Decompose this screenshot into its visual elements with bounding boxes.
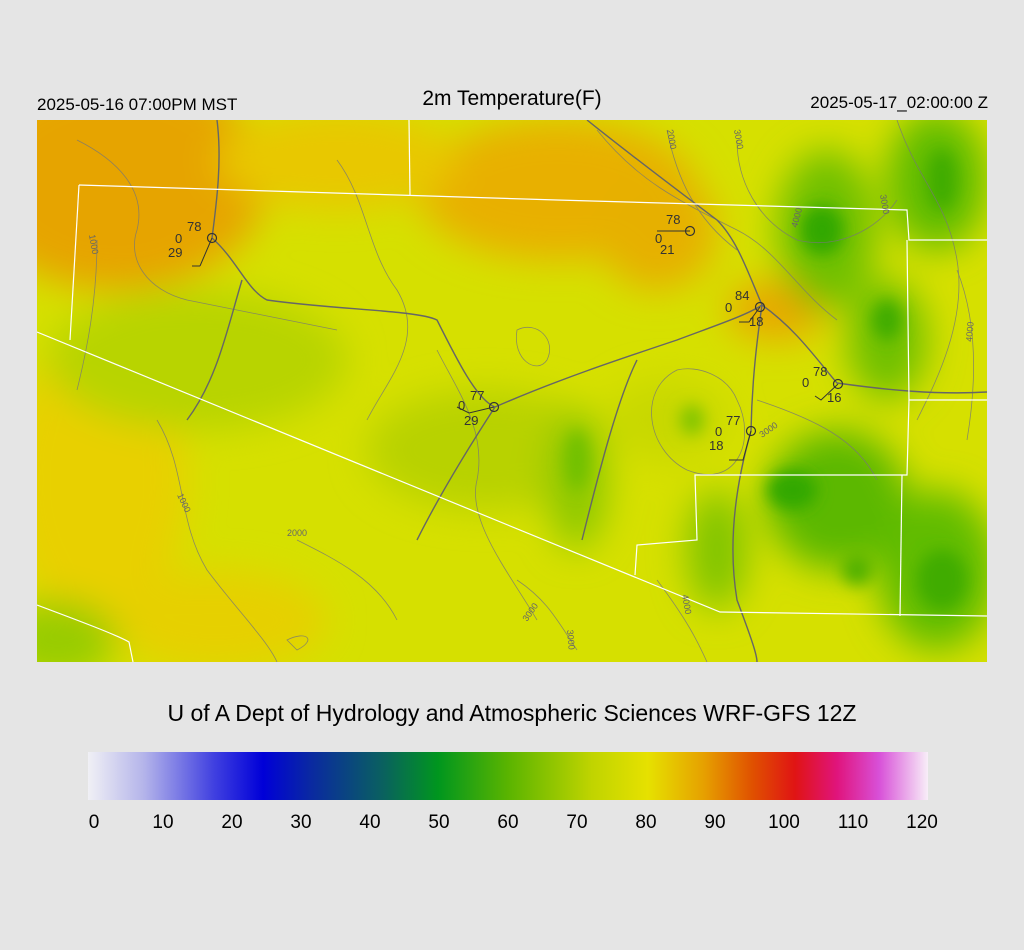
station-plot: 78 0 29 (168, 219, 218, 267)
station-temp: 78 (666, 212, 680, 227)
station-gust: 0 (175, 231, 182, 246)
elevation-contours (76, 120, 974, 662)
station-plot: 78 0 16 (802, 364, 844, 405)
temperature-colorbar (88, 752, 928, 800)
wind-barb (456, 406, 495, 414)
colorbar-tick-label: 80 (635, 812, 657, 833)
utc-time-label: 2025-05-17_02:00:00 Z (810, 93, 988, 112)
station-temp: 84 (735, 288, 749, 303)
colorbar-tick-label: 10 (152, 812, 174, 833)
county-boundaries (37, 120, 987, 662)
station-gust: 0 (458, 398, 465, 413)
colorbar-tick-label: 120 (906, 812, 938, 833)
contour-label: 4000 (964, 321, 976, 342)
colorbar-tick-label: 110 (837, 812, 869, 833)
contour-label: 3000 (732, 129, 745, 150)
colorbar-tick-label: 40 (359, 812, 381, 833)
station-dewpoint: 29 (168, 245, 182, 260)
map-title: 2m Temperature(F) (422, 87, 602, 110)
station-dewpoint: 18 (709, 438, 723, 453)
wind-barb (814, 383, 839, 401)
temperature-field (37, 120, 987, 662)
contour-label: 1000 (87, 234, 100, 255)
station-temp: 78 (187, 219, 201, 234)
colorbar-tick-label: 100 (768, 812, 800, 833)
colorbar-tick-label: 0 (88, 812, 100, 833)
station-circle (488, 401, 500, 413)
station-plots: 78 0 29 78 0 21 84 0 18 77 0 29 (168, 212, 844, 461)
station-circle (754, 301, 766, 313)
station-temp: 78 (813, 364, 827, 379)
contour-label: 3000 (878, 194, 891, 215)
station-plot: 77 0 29 (456, 388, 500, 428)
station-dewpoint: 18 (749, 314, 763, 329)
colorbar-tick-label: 60 (497, 812, 519, 833)
station-dewpoint: 16 (827, 390, 841, 405)
colorbar-tick-label: 90 (704, 812, 726, 833)
station-temp: 77 (470, 388, 484, 403)
station-dewpoint: 29 (464, 413, 478, 428)
model-credit: U of A Dept of Hydrology and Atmospheric… (167, 700, 857, 726)
station-plot: 78 0 21 (655, 212, 696, 257)
colorbar-tick-label: 70 (566, 812, 588, 833)
colorbar-ticks: 0 10 20 30 40 50 60 70 80 90 100 110 120 (0, 812, 1024, 842)
station-gust: 0 (725, 300, 732, 315)
contour-label: 3000 (565, 629, 577, 650)
local-time-label: 2025-05-16 07:00PM MST (37, 95, 238, 114)
contour-label: 2000 (287, 528, 307, 538)
station-circle (206, 232, 218, 244)
station-plot: 84 0 18 (725, 288, 766, 329)
roads (186, 120, 987, 662)
station-gust: 0 (802, 375, 809, 390)
contour-label: 2000 (665, 129, 678, 150)
station-circle (832, 378, 844, 390)
station-circle (745, 425, 757, 437)
colorbar-tick-label: 20 (221, 812, 243, 833)
colorbar-tick-label: 50 (428, 812, 450, 833)
contour-label: 4000 (680, 594, 693, 615)
station-plot: 77 0 18 (709, 413, 757, 461)
colorbar-tick-label: 30 (290, 812, 312, 833)
wind-barb (192, 237, 213, 267)
wind-barb (739, 306, 761, 323)
station-temp: 77 (726, 413, 740, 428)
station-dewpoint: 21 (660, 242, 674, 257)
temperature-map: 1000 1000 2000 2000 3000 3000 3000 3000 … (37, 120, 987, 662)
station-gust: 0 (715, 424, 722, 439)
station-gust: 0 (655, 231, 662, 246)
wind-barb (729, 430, 752, 461)
